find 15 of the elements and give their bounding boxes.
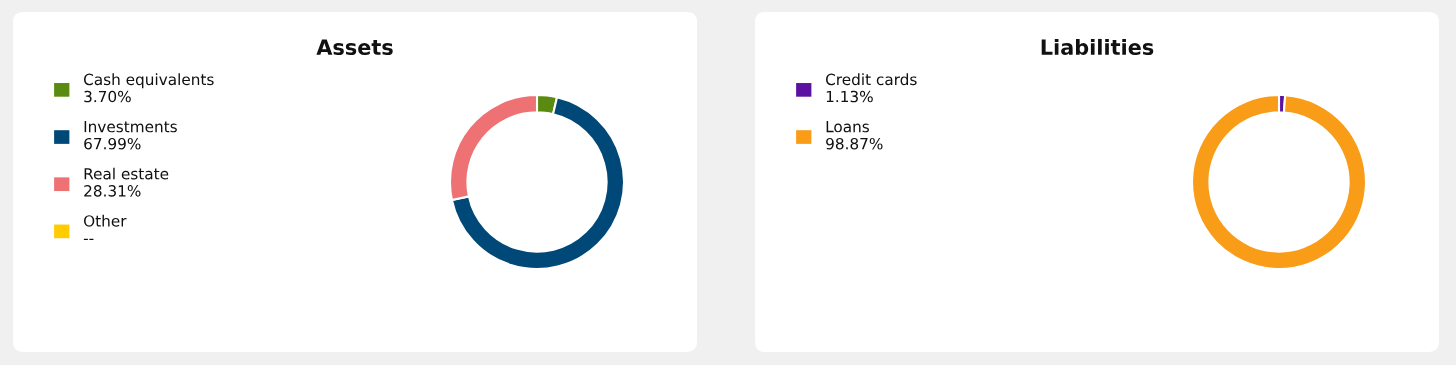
- data-label: 67.99%: [84, 137, 141, 150]
- legend-label: Cash equivalents: [83, 73, 214, 89]
- data-label: 98.87%: [826, 137, 883, 150]
- legend-label: Real estate: [84, 167, 169, 180]
- data-label: 1.13%: [826, 90, 873, 103]
- data-label: 28.31%: [84, 185, 141, 197]
- legend-label: Credit cards: [825, 73, 917, 86]
- data-label: 3.70%: [84, 90, 131, 103]
- chart-title: Liabilities: [1041, 38, 1154, 56]
- legend-label: Investments: [84, 120, 177, 133]
- legend-label: Loans: [826, 120, 869, 133]
- text: --: [83, 238, 94, 241]
- legend-label: Other: [83, 214, 127, 227]
- donut-slice: [1190, 93, 1368, 271]
- chart-title: Assets: [316, 39, 393, 56]
